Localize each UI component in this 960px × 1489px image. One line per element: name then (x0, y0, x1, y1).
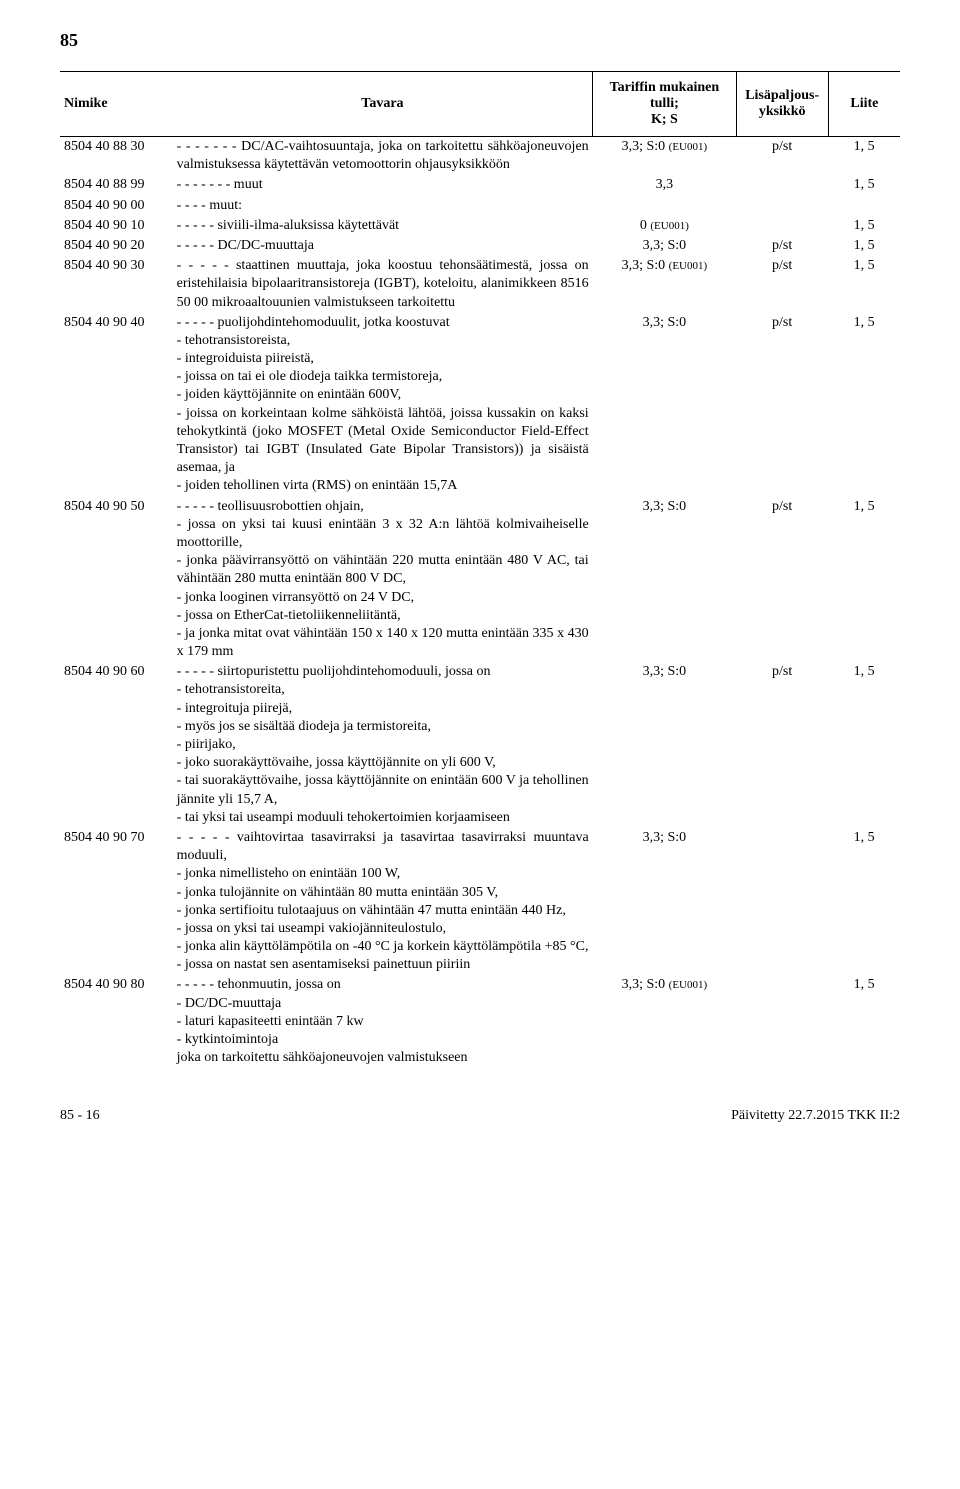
table-row: 8504 40 90 50- - - - - teollisuusrobotti… (60, 497, 900, 663)
cell-code: 8504 40 90 70 (60, 828, 173, 976)
tariff-table: Nimike Tavara Tariffin mukainen tulli; K… (60, 71, 900, 1068)
cell-desc: - - - - - staattinen muuttaja, joka koos… (173, 256, 593, 313)
table-row: 8504 40 90 70- - - - - vaihtovirtaa tasa… (60, 828, 900, 976)
cell-tariff: 3,3; S:0 (EU001) (593, 975, 736, 1068)
cell-annex: 1, 5 (828, 662, 900, 828)
table-row: 8504 40 90 00- - - - muut: (60, 196, 900, 216)
col-header-desc: Tavara (173, 72, 593, 137)
cell-unit (736, 216, 828, 236)
cell-annex: 1, 5 (828, 497, 900, 663)
cell-tariff: 0 (EU001) (593, 216, 736, 236)
cell-code: 8504 40 90 50 (60, 497, 173, 663)
cell-unit: p/st (736, 137, 828, 176)
cell-annex: 1, 5 (828, 216, 900, 236)
col-header-unit-line1: Lisäpaljous- (745, 88, 819, 103)
table-row: 8504 40 90 10- - - - - siviili-ilma-aluk… (60, 216, 900, 236)
cell-code: 8504 40 90 60 (60, 662, 173, 828)
cell-tariff (593, 196, 736, 216)
col-header-unit: Lisäpaljous- yksikkö (736, 72, 828, 137)
cell-desc: - - - - muut: (173, 196, 593, 216)
cell-annex: 1, 5 (828, 828, 900, 976)
footer-left: 85 - 16 (60, 1108, 100, 1124)
col-header-tariff-line1: Tariffin mukainen tulli; (610, 80, 720, 111)
col-header-tariff: Tariffin mukainen tulli; K; S (593, 72, 736, 137)
cell-unit (736, 828, 828, 976)
cell-desc: - - - - - teollisuusrobottien ohjain,- j… (173, 497, 593, 663)
page-number-top: 85 (60, 30, 900, 51)
cell-unit: p/st (736, 313, 828, 497)
cell-code: 8504 40 90 30 (60, 256, 173, 313)
cell-code: 8504 40 90 20 (60, 236, 173, 256)
col-header-code: Nimike (60, 72, 173, 137)
cell-tariff: 3,3; S:0 (EU001) (593, 256, 736, 313)
cell-annex (828, 196, 900, 216)
cell-unit: p/st (736, 662, 828, 828)
cell-tariff: 3,3; S:0 (EU001) (593, 137, 736, 176)
cell-tariff: 3,3 (593, 175, 736, 195)
cell-tariff: 3,3; S:0 (593, 497, 736, 663)
cell-desc: - - - - - vaihtovirtaa tasavirraksi ja t… (173, 828, 593, 976)
table-row: 8504 40 90 60- - - - - siirtopuristettu … (60, 662, 900, 828)
footer-right: Päivitetty 22.7.2015 TKK II:2 (731, 1108, 900, 1124)
col-header-annex: Liite (828, 72, 900, 137)
cell-unit: p/st (736, 497, 828, 663)
cell-annex: 1, 5 (828, 313, 900, 497)
cell-desc: - - - - - DC/DC-muuttaja (173, 236, 593, 256)
cell-unit (736, 196, 828, 216)
cell-unit (736, 175, 828, 195)
col-header-tariff-line2: K; S (651, 112, 678, 127)
table-row: 8504 40 90 80- - - - - tehonmuutin, joss… (60, 975, 900, 1068)
cell-annex: 1, 5 (828, 137, 900, 176)
cell-tariff: 3,3; S:0 (593, 313, 736, 497)
col-header-unit-line2: yksikkö (759, 104, 806, 119)
cell-code: 8504 40 90 00 (60, 196, 173, 216)
table-row: 8504 40 90 30- - - - - staattinen muutta… (60, 256, 900, 313)
cell-tariff: 3,3; S:0 (593, 236, 736, 256)
cell-unit: p/st (736, 256, 828, 313)
cell-code: 8504 40 90 10 (60, 216, 173, 236)
cell-desc: - - - - - - - muut (173, 175, 593, 195)
cell-desc: - - - - - siirtopuristettu puolijohdinte… (173, 662, 593, 828)
table-row: 8504 40 90 40- - - - - puolijohdintehomo… (60, 313, 900, 497)
cell-unit: p/st (736, 236, 828, 256)
cell-desc: - - - - - - - DC/AC-vaihtosuuntaja, joka… (173, 137, 593, 176)
table-row: 8504 40 88 99- - - - - - - muut3,3 1, 5 (60, 175, 900, 195)
table-row: 8504 40 88 30- - - - - - - DC/AC-vaihtos… (60, 137, 900, 176)
cell-desc: - - - - - tehonmuutin, jossa on- DC/DC-m… (173, 975, 593, 1068)
cell-annex: 1, 5 (828, 256, 900, 313)
cell-annex: 1, 5 (828, 175, 900, 195)
cell-code: 8504 40 88 30 (60, 137, 173, 176)
cell-unit (736, 975, 828, 1068)
cell-code: 8504 40 88 99 (60, 175, 173, 195)
cell-annex: 1, 5 (828, 975, 900, 1068)
cell-annex: 1, 5 (828, 236, 900, 256)
cell-tariff: 3,3; S:0 (593, 828, 736, 976)
table-row: 8504 40 90 20- - - - - DC/DC-muuttaja3,3… (60, 236, 900, 256)
page-footer: 85 - 16 Päivitetty 22.7.2015 TKK II:2 (60, 1068, 900, 1124)
cell-tariff: 3,3; S:0 (593, 662, 736, 828)
cell-desc: - - - - - siviili-ilma-aluksissa käytett… (173, 216, 593, 236)
cell-desc: - - - - - puolijohdintehomoduulit, jotka… (173, 313, 593, 497)
cell-code: 8504 40 90 80 (60, 975, 173, 1068)
cell-code: 8504 40 90 40 (60, 313, 173, 497)
